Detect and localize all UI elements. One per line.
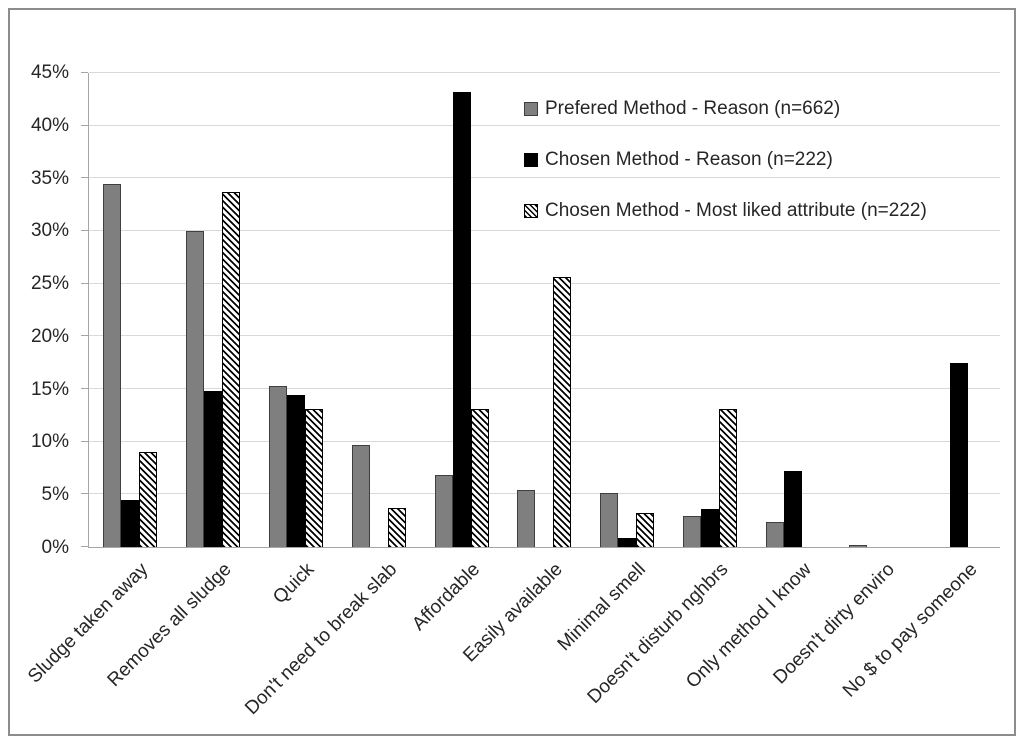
bar-series3-6 [553,277,572,547]
legend-item-3: Chosen Method - Most liked attribute (n=… [524,200,927,222]
plot-area [81,72,1000,548]
bar-series1-1 [103,183,122,547]
bar-group-11 [917,73,1000,547]
x-axis-label-text: Don't need to break slab [240,559,402,720]
legend-swatch-diagonal-hatch-icon [524,204,538,218]
bar-series3-1 [139,452,158,547]
x-axis-label-text: Doesn't disturb nghbrs [583,559,733,708]
y-tick-mark [81,388,88,390]
y-tick-mark [81,282,88,284]
legend-label: Chosen Method - Reason (n=222) [545,149,833,170]
bar-series3-4 [387,508,406,547]
x-axis-labels: Sludge taken away Removes all sludge Quick… [0,549,1024,736]
bar-group-2 [172,73,255,547]
bar-group-4 [337,73,420,547]
y-tick-label: 15% [30,378,69,400]
y-tick-label: 45% [30,62,69,83]
y-tick-mark [81,440,88,442]
y-tick-mark [81,177,88,179]
y-tick-mark [81,493,88,495]
gridline-15 [89,388,1000,390]
legend: Prefered Method - Reason (n=662) Chosen M… [524,98,927,222]
bar-series1-7 [600,493,619,547]
bar-group-6 [503,73,586,547]
bar-series3-5 [470,409,489,547]
bar-series2-2 [204,391,223,547]
bar-series1-5 [434,475,453,547]
bar-series1-3 [269,385,288,547]
legend-item-1: Prefered Method - Reason (n=662) [524,98,927,120]
bar-series1-8 [683,516,702,547]
y-tick-label: 10% [30,431,69,453]
bar-series2-8 [701,509,720,547]
bar-series1-10 [848,544,867,547]
legend-label: Prefered Method - Reason (n=662) [545,98,841,119]
y-tick-label: 30% [30,220,69,242]
gridline-35 [89,177,1000,179]
y-tick-label: 5% [41,484,69,506]
y-tick-mark [81,335,88,337]
x-axis-label-text: Quick [268,559,319,609]
bar-group-1 [89,73,172,547]
bar-group-5 [420,73,503,547]
bar-series1-9 [765,521,784,547]
y-tick-mark [81,72,88,73]
chart-frame [8,8,1016,736]
bar-groups [89,73,1000,547]
gridline-30 [89,230,1000,232]
bar-series2-1 [121,499,140,547]
bar-series2-11 [949,362,968,547]
bar-group-8 [669,73,752,547]
bar-series2-9 [783,471,802,547]
gridline-20 [89,335,1000,337]
y-tick-label: 35% [30,167,69,189]
x-axis-label-text: No $ to pay someone [838,559,982,702]
bar-series3-3 [305,409,324,547]
bar-series1-6 [517,490,536,547]
gridline-40 [89,124,1000,126]
bar-series2-7 [618,537,637,547]
legend-swatch-solid-gray-icon [524,102,538,116]
x-axis-label-text: Affordable [408,559,484,635]
y-axis: 0% 5% 10% 15% 20% 25% 30% 35% 40% 45% [0,62,69,558]
y-tick-label: 20% [30,325,69,347]
y-tick-label: 40% [30,114,69,136]
gridline-45 [89,72,1000,73]
legend-label: Chosen Method - Most liked attribute (n=… [545,200,927,221]
bar-group-10 [834,73,917,547]
bar-series2-5 [452,91,471,547]
legend-swatch-solid-black-icon [524,153,538,167]
bar-group-7 [586,73,669,547]
gridlines [81,72,1000,547]
y-tick-mark [81,230,88,232]
gridline-10 [89,440,1000,442]
legend-item-2: Chosen Method - Reason (n=222) [524,149,927,171]
bar-group-9 [752,73,835,547]
gridline-25 [89,282,1000,284]
bar-series3-2 [222,192,241,547]
bar-series1-2 [186,231,205,547]
y-tick-label: 25% [30,273,69,295]
bar-series1-4 [351,444,370,547]
bar-series2-3 [287,395,306,547]
bar-group-3 [255,73,338,547]
bar-series3-8 [719,409,738,547]
y-tick-label: 0% [41,537,69,558]
y-tick-mark [81,546,88,547]
bar-series3-7 [636,513,655,547]
gridline-5 [89,493,1000,495]
y-tick-mark [81,124,88,126]
